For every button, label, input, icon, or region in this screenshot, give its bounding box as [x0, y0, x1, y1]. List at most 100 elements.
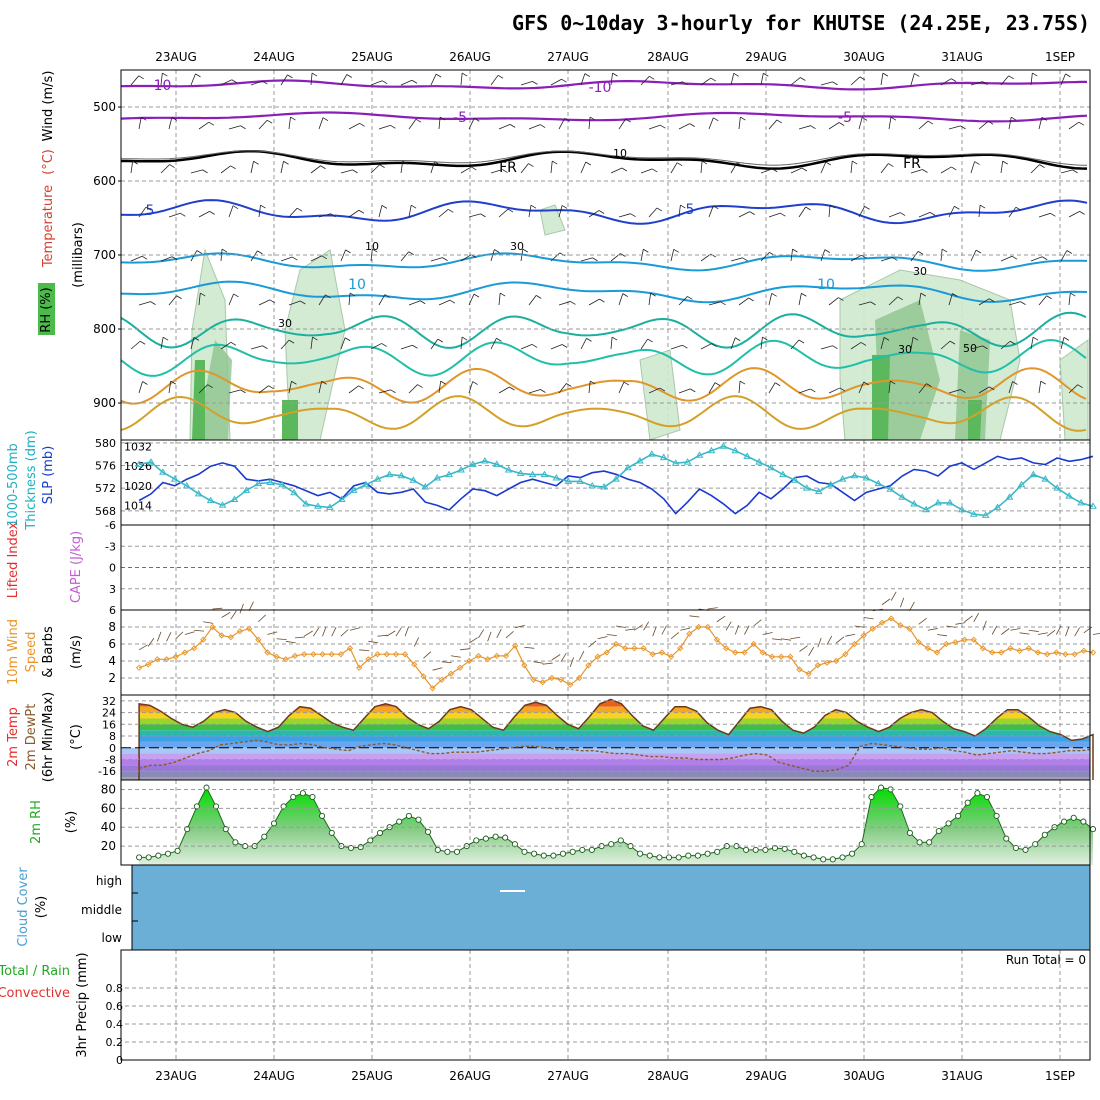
wind-barb: [1060, 169, 1073, 174]
wind-barb: [670, 162, 678, 174]
wind-barb-flag: [763, 72, 769, 77]
wind-barb-flag: [941, 248, 948, 253]
wind-barb-flag: [268, 385, 274, 390]
wind-barb: [850, 76, 861, 86]
wind-barb: [918, 120, 929, 130]
wind-barb-flag: [296, 207, 303, 212]
wind-barb: [610, 73, 613, 86]
wind-barb: [850, 342, 862, 350]
wind-speed-point: [567, 681, 574, 688]
wind-barb-flag: [169, 164, 175, 168]
thickness-point: [898, 493, 907, 500]
wind-barb-flag: [982, 81, 988, 85]
wind-barb-flag: [291, 380, 297, 385]
wind-barb: [280, 161, 284, 174]
wind-barb-flag: [870, 301, 876, 306]
wind-speed-point: [768, 653, 776, 660]
thickness-point: [683, 458, 692, 465]
wind-barb-flag: [771, 292, 777, 297]
precip-axis-label: 3hr Precip (mm): [75, 952, 90, 1057]
wind-barb: [198, 121, 210, 130]
thickness-point: [492, 460, 501, 467]
wind-barb: [228, 125, 241, 130]
wind-barb: [190, 73, 196, 86]
date-label-top: 1SEP: [1045, 50, 1075, 64]
wind-barb: [918, 293, 922, 306]
wind-speed-point: [227, 634, 234, 641]
wind-barb: [528, 389, 541, 394]
wind-barb: [970, 345, 983, 350]
wind-barb-flag: [415, 118, 422, 123]
wind-barb: [858, 117, 863, 130]
surface-wind-barb: [854, 625, 865, 628]
wind-speed-point: [310, 651, 317, 658]
thickness-point: [302, 500, 310, 507]
surface-wind-barb: [707, 607, 718, 610]
thickness-point: [409, 476, 418, 483]
rh-point: [945, 820, 952, 827]
wind-barb: [400, 344, 413, 350]
mb-tick-label: 600: [93, 174, 116, 188]
wind-barb: [160, 73, 163, 86]
rh-point: [569, 848, 576, 855]
rh-point: [588, 846, 595, 853]
wind-barb-flag: [922, 169, 928, 173]
wind-barb-flag: [647, 338, 653, 343]
wind-barb: [678, 205, 681, 218]
wind-barb: [558, 118, 565, 130]
wind-barb-flag: [920, 292, 927, 297]
wind-barb: [460, 254, 472, 262]
rh-point: [964, 799, 971, 806]
surface-wind-barb: [1037, 632, 1048, 635]
wind-barb: [708, 117, 714, 130]
wind-barb-flag: [288, 339, 295, 344]
thickness-point: [910, 500, 919, 507]
wind-barb-flag: [240, 389, 246, 394]
thickness-point: [600, 483, 608, 490]
wind-barb: [610, 337, 613, 350]
wind-barb-flag: [561, 205, 568, 209]
surface-wind-barb: [340, 629, 349, 637]
rh-point: [415, 816, 422, 823]
wind-speed-point: [392, 651, 400, 658]
wind-barb: [880, 163, 889, 174]
temp-contour-minus5: [120, 111, 1088, 123]
wind-barb-flag: [162, 336, 169, 341]
date-label-top: 26AUG: [449, 50, 491, 64]
rh-point: [1041, 831, 1048, 838]
wind-barb: [820, 81, 833, 86]
wind-speed-point: [594, 653, 601, 660]
wind-barb: [378, 205, 383, 218]
wind-barb: [970, 81, 983, 86]
surface-wind-barb: [1055, 625, 1062, 635]
wind-barb-flag: [507, 208, 514, 213]
wind-barb-flag: [710, 253, 716, 258]
wind-barb: [828, 387, 841, 394]
wind-barb-flag: [561, 344, 568, 348]
thickness-point: [564, 477, 573, 484]
thickness-point: [981, 511, 990, 518]
rh-point: [675, 854, 682, 861]
temperature-unit-label: (°C): [41, 149, 56, 175]
wind-barb-flag: [621, 167, 628, 172]
wind-barb-flag: [882, 72, 889, 77]
rh-point: [203, 784, 210, 791]
wind-barb-flag: [311, 72, 318, 77]
thickness-point: [325, 503, 334, 510]
wind-barb-flag: [208, 121, 215, 126]
freezing-level-contour-outline: [121, 150, 1087, 166]
rh-point: [319, 812, 326, 819]
slp-line: [138, 455, 1094, 515]
surface-wind-barb: [524, 646, 535, 649]
wind10m-axis-label: 10m Wind: [6, 619, 21, 685]
wind-barb: [910, 73, 915, 86]
precip-tick-label: 0: [116, 1054, 123, 1067]
wind-speed-point: [704, 623, 711, 631]
rh-point: [473, 837, 480, 844]
surface-wind-barb: [221, 612, 231, 618]
wind-barb-flag: [170, 380, 176, 385]
wind-barb: [190, 169, 203, 174]
surface-wind-barb: [377, 634, 388, 637]
wind-barb-flag: [620, 253, 626, 257]
rh-point: [897, 803, 904, 810]
